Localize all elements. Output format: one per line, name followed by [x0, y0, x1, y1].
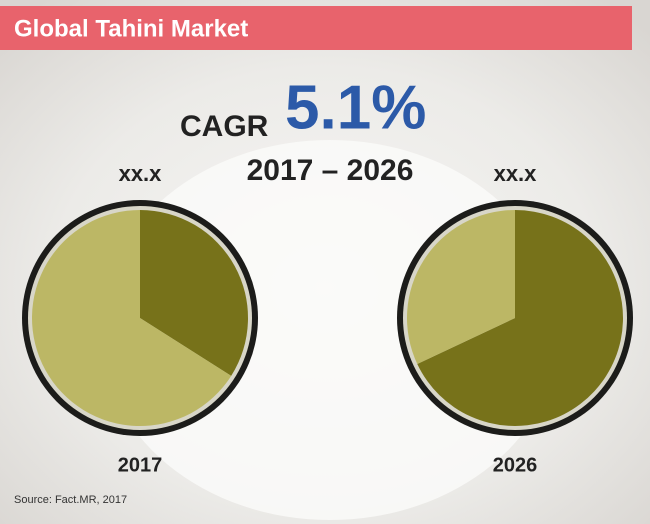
source: Source: Fact.MR, 2017: [14, 494, 127, 506]
period: 2017 – 2026: [247, 154, 414, 187]
pie-label: xx.x: [119, 161, 163, 186]
pie-slice: [32, 210, 232, 426]
pie-slice: [140, 210, 248, 376]
pie-year: 2017: [118, 454, 163, 476]
cagr-label: CAGR: [180, 110, 269, 143]
title-banner: [0, 6, 632, 50]
pie-slice: [417, 210, 623, 427]
title: Global Tahini Market: [14, 15, 248, 42]
pie-slice: [406, 210, 515, 364]
pie-year: 2026: [493, 454, 538, 476]
cagr-value: 5.1%: [285, 73, 426, 142]
pie-label: xx.x: [494, 161, 538, 186]
